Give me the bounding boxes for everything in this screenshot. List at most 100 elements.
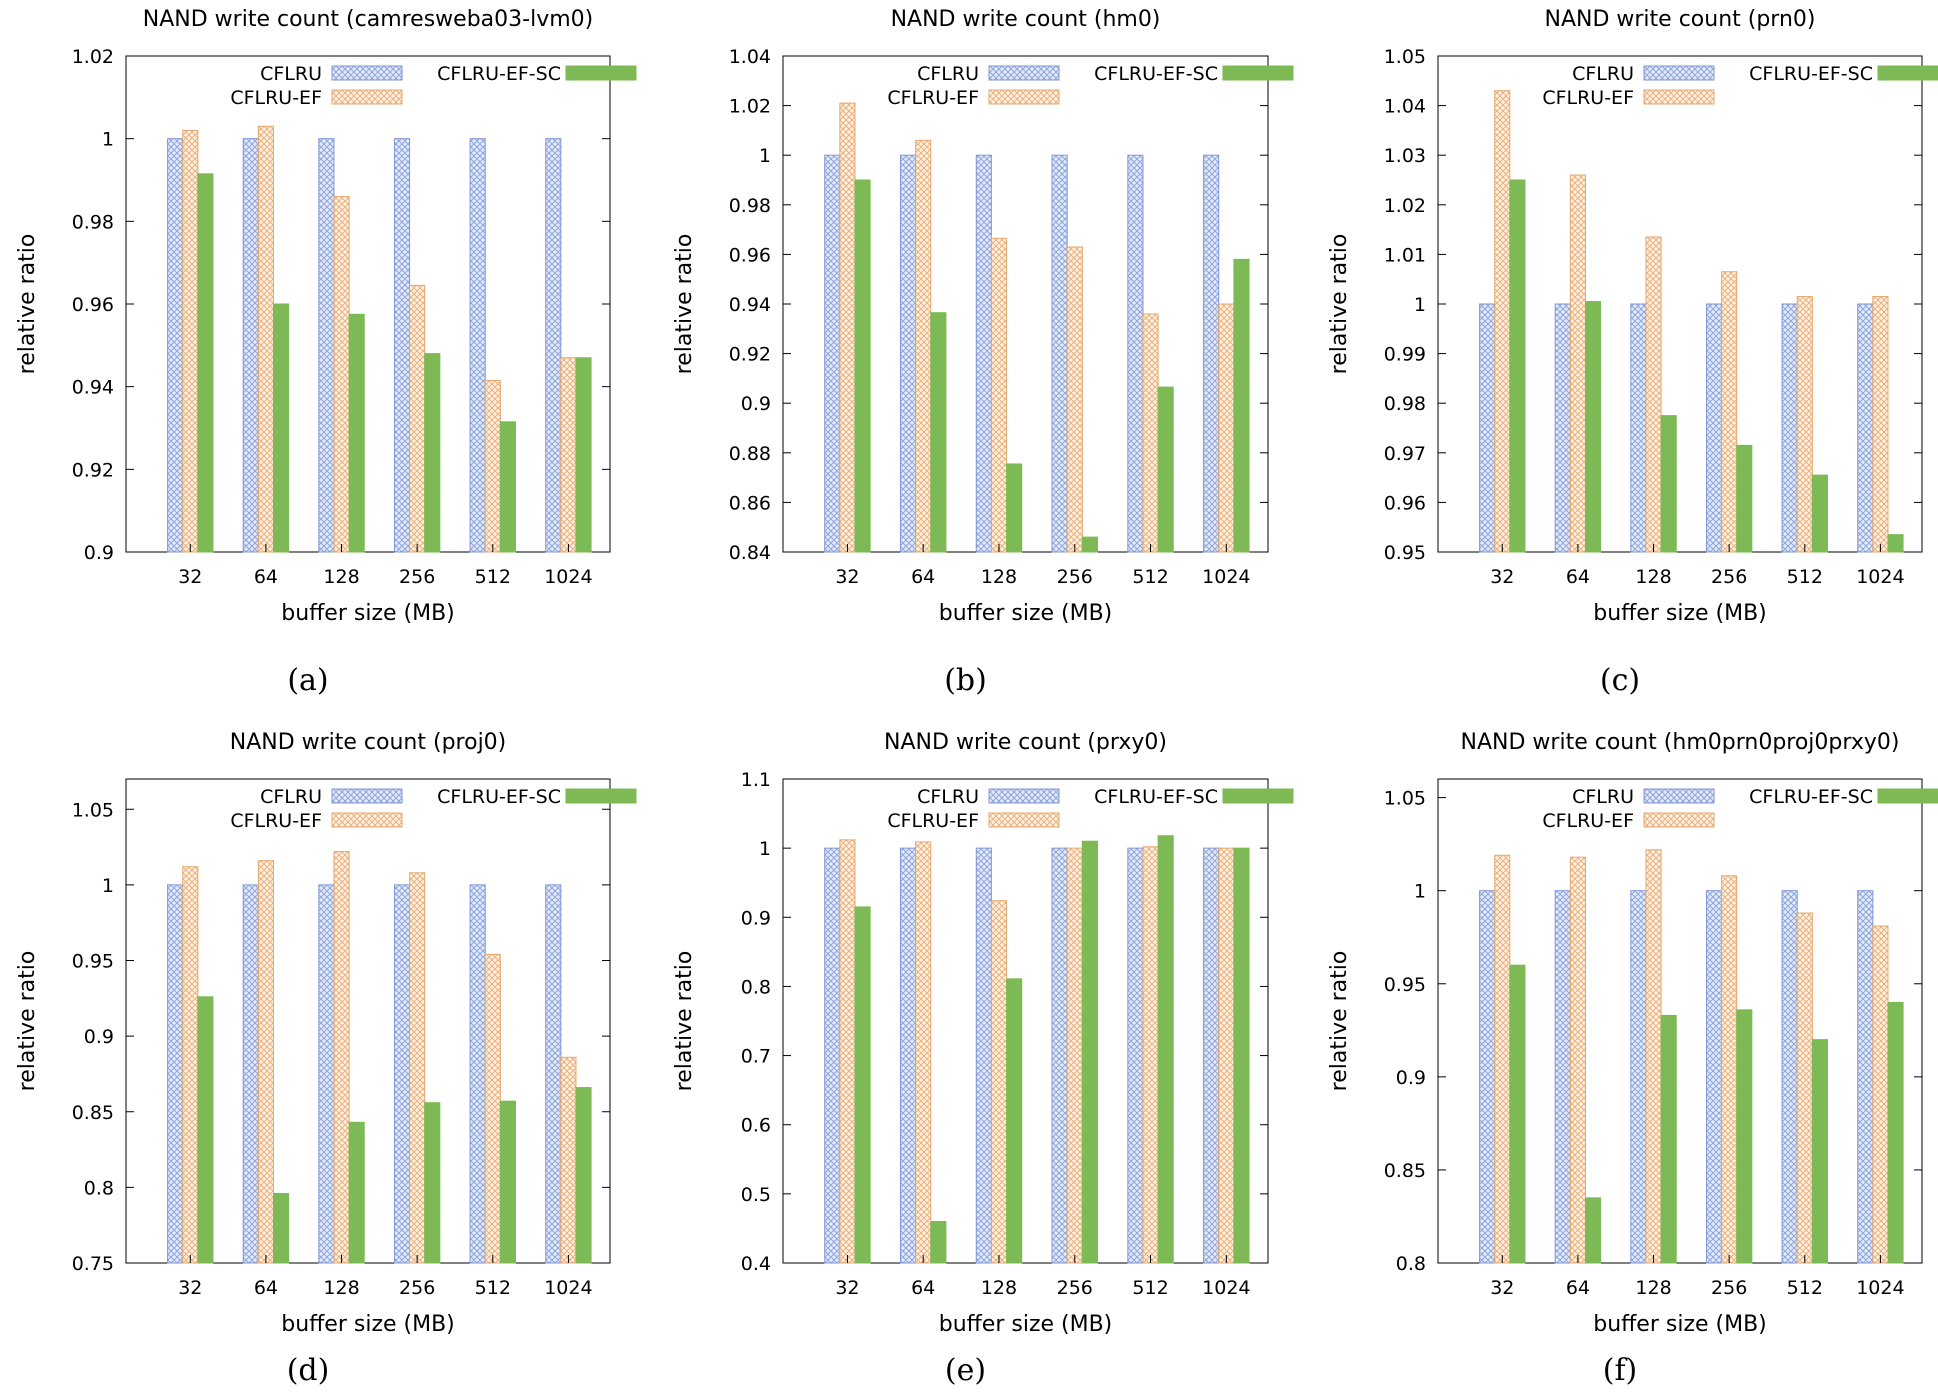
y-tick-label: 0.95 [1384,542,1426,564]
bar-cflru-ef-32 [1494,854,1511,1264]
bar-cflru-ef-sc-64 [272,1192,290,1264]
y-tick-label: 0.98 [1384,393,1426,415]
bar-cflru-1024 [1203,847,1220,1264]
legend-label-cflru-ef-sc: CFLRU-EF-SC [437,63,561,85]
x-tick-label: 1024 [1202,1277,1250,1299]
bar-cflru-ef-256 [1721,875,1738,1264]
bar-cflru-ef-sc-1024 [1887,1001,1904,1264]
bar-cflru-ef-128 [1645,236,1662,553]
bar-cflru-ef-512 [484,379,501,553]
x-tick-label: 512 [475,1277,511,1299]
x-axis-label: buffer size (MB) [1593,1312,1767,1337]
legend-label-cflru-ef-sc: CFLRU-EF-SC [1094,786,1218,808]
y-tick-label: 1.1 [741,769,771,791]
chart-title: NAND write count (camresweba03-lvm0) [143,7,593,32]
bar-cflru-ef-sc-512 [499,1100,516,1264]
bar-cflru-64 [1554,303,1571,553]
bar-cflru-ef-512 [1796,912,1813,1264]
bar-cflru-ef-1024 [1218,303,1235,553]
y-axis-label: relative ratio [15,951,40,1092]
legend-label-cflru: CFLRU [1572,63,1634,85]
x-tick-label: 128 [981,1277,1017,1299]
bar-cflru-ef-sc-512 [1811,1039,1828,1264]
bar-cflru-128 [1630,890,1647,1264]
legend-swatch-cflru-ef [331,812,403,828]
y-tick-label: 1 [1414,881,1426,903]
y-tick-label: 1.02 [1384,195,1426,217]
x-tick-label: 128 [1635,566,1671,588]
bar-cflru-128 [318,138,335,553]
bar-cflru-ef-256 [1721,271,1738,553]
legend-label-cflru: CFLRU [260,786,322,808]
bar-cflru-ef-32 [839,839,856,1264]
bar-cflru-ef-sc-256 [1081,840,1098,1264]
bar-cflru-ef-sc-256 [424,1102,441,1264]
bar-cflru-ef-sc-1024 [1887,534,1904,553]
legend-label-cflru-ef: CFLRU-EF [230,810,322,832]
bar-cflru-64 [242,884,259,1264]
legend-swatch-cflru [988,65,1060,81]
bar-cflru-256 [1705,303,1723,553]
y-tick-label: 0.9 [741,907,771,929]
plot-frame [1437,778,1923,1264]
y-tick-label: 0.75 [72,1253,114,1275]
legend-swatch-cflru [1643,788,1715,804]
x-tick-label: 256 [1057,1277,1093,1299]
bar-cflru-ef-1024 [1872,925,1889,1264]
x-axis-label: buffer size (MB) [939,1312,1113,1337]
x-tick-label: 128 [1635,1277,1671,1299]
bar-cflru-1024 [1203,154,1220,553]
x-tick-label: 1024 [1202,566,1250,588]
y-tick-label: 0.97 [1384,443,1426,465]
bar-cflru-512 [469,138,486,553]
bar-cflru-ef-sc-64 [930,1221,947,1264]
y-tick-label: 0.85 [72,1102,114,1124]
bar-cflru-1024 [545,138,562,553]
bar-cflru-ef-32 [839,102,856,553]
bar-cflru-ef-sc-128 [1660,1014,1677,1264]
bar-cflru-512 [1781,303,1798,553]
bar-cflru-64 [899,154,917,553]
y-tick-label: 0.92 [72,459,114,481]
y-tick-label: 1.01 [1384,244,1426,266]
bar-cflru-ef-sc-256 [1736,1009,1753,1264]
bar-cflru-ef-sc-1024 [575,357,592,553]
y-tick-label: 0.6 [741,1115,771,1137]
legend-label-cflru-ef: CFLRU-EF [887,87,979,109]
x-tick-label: 64 [1566,1277,1590,1299]
bar-cflru-ef-256 [1066,847,1083,1264]
bar-cflru-1024 [545,884,562,1264]
legend-swatch-cflru-ef [988,89,1060,105]
chart-panel-b: NAND write count (hm0) 0.84 0.86 0.88 0.9 0.9… [672,7,1294,698]
bar-cflru-32 [824,847,841,1264]
bar-cflru-ef-sc-64 [1584,1197,1602,1264]
bar-cflru-ef-sc-1024 [575,1087,592,1264]
legend-label-cflru-ef-sc: CFLRU-EF-SC [437,786,561,808]
x-axis-label: buffer size (MB) [281,601,455,626]
bar-cflru-ef-256 [409,872,426,1264]
legend-swatch-cflru [988,788,1060,804]
legend-label-cflru: CFLRU [1572,786,1634,808]
bar-cflru-32 [1479,303,1496,553]
x-tick-label: 512 [1132,566,1168,588]
y-tick-label: 1.05 [72,799,114,821]
y-tick-label: 0.94 [72,377,114,399]
y-tick-label: 0.96 [1384,492,1426,514]
bar-cflru-ef-256 [409,284,426,553]
legend-swatch-cflru-ef-sc [565,65,637,81]
y-tick-label: 0.7 [741,1046,771,1068]
x-tick-label: 64 [254,566,278,588]
bar-cflru-ef-128 [333,851,350,1264]
legend-swatch-cflru-ef [988,812,1060,828]
bar-cflru-ef-sc-32 [1509,179,1526,553]
x-tick-label: 64 [911,1277,935,1299]
x-tick-label: 512 [1132,1277,1168,1299]
bar-cflru-ef-128 [333,196,350,553]
bar-cflru-128 [975,847,992,1264]
chart-title: NAND write count (proj0) [230,730,507,755]
bar-cflru-ef-64 [1569,174,1586,553]
